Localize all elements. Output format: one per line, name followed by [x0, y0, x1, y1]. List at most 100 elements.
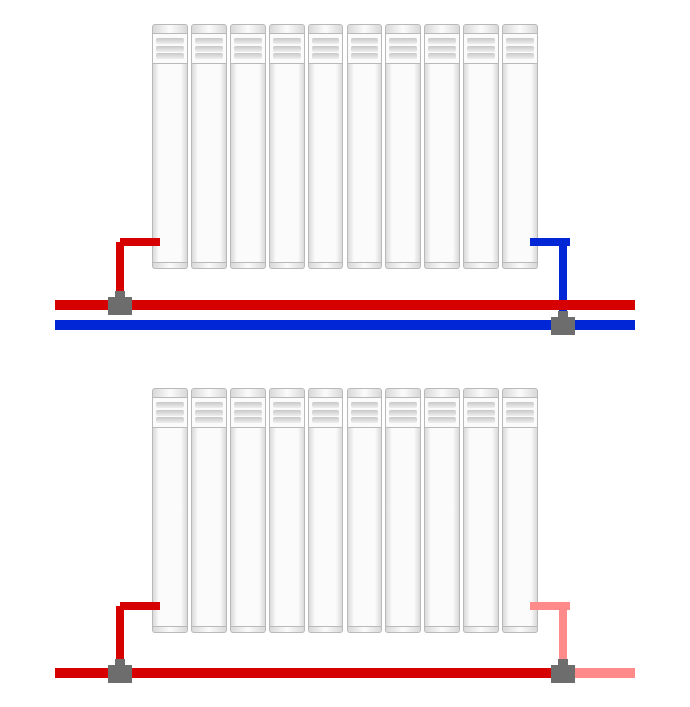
radiator-section-foot — [308, 263, 344, 269]
radiator-section-body — [152, 64, 188, 263]
grille-slot — [467, 410, 495, 416]
radiator-section-body — [230, 64, 266, 263]
radiator-section-grille — [385, 398, 421, 428]
radiator-section-grille — [191, 398, 227, 428]
grille-slot — [195, 410, 223, 416]
radiator-section-body — [502, 428, 538, 627]
radiator-section-body — [269, 64, 305, 263]
radiator-section-cap — [191, 24, 227, 34]
grille-slot — [389, 410, 417, 416]
radiator-section-foot — [463, 627, 499, 633]
radiator-section-body — [463, 64, 499, 263]
grille-slot — [234, 38, 262, 44]
radiator-section-foot — [191, 263, 227, 269]
supply-branch — [120, 238, 160, 246]
radiator-section-grille — [152, 398, 188, 428]
grille-slot — [351, 402, 379, 408]
radiator-section-foot — [152, 263, 188, 269]
radiator-section-body — [347, 428, 383, 627]
radiator-section-foot — [502, 627, 538, 633]
radiator-section-cap — [424, 24, 460, 34]
radiator-section-grille — [308, 34, 344, 64]
radiator-section-cap — [269, 24, 305, 34]
radiator-section-body — [424, 428, 460, 627]
grille-slot — [156, 38, 184, 44]
radiator-section-grille — [502, 34, 538, 64]
radiator-section-grille — [269, 34, 305, 64]
radiator-section-cap — [308, 388, 344, 398]
grille-slot — [506, 402, 534, 408]
radiator-section-body — [308, 64, 344, 263]
grille-slot — [195, 53, 223, 59]
grille-slot — [195, 38, 223, 44]
supply-main — [55, 300, 635, 310]
radiator-section-body — [152, 428, 188, 627]
grille-slot — [506, 38, 534, 44]
radiator-section-cap — [152, 388, 188, 398]
grille-slot — [273, 402, 301, 408]
grille-slot — [312, 410, 340, 416]
supply-tee-fitting — [108, 297, 132, 315]
radiator — [152, 24, 538, 269]
radiator-section-cap — [463, 388, 499, 398]
radiator-section-body — [502, 64, 538, 263]
grille-slot — [234, 402, 262, 408]
radiator-section-cap — [152, 24, 188, 34]
radiator-section-grille — [385, 34, 421, 64]
diagram-canvas — [0, 0, 690, 707]
grille-slot — [273, 53, 301, 59]
radiator-section-grille — [230, 34, 266, 64]
radiator-section-body — [385, 428, 421, 627]
outlet-tee-fitting — [551, 665, 575, 683]
radiator-section-cap — [385, 388, 421, 398]
grille-slot — [234, 46, 262, 52]
grille-slot — [234, 410, 262, 416]
radiator-section-grille — [502, 398, 538, 428]
grille-slot — [156, 46, 184, 52]
radiator-section-cap — [230, 388, 266, 398]
grille-slot — [467, 46, 495, 52]
grille-slot — [428, 410, 456, 416]
radiator-section-grille — [463, 398, 499, 428]
return-tee-fitting-stub — [558, 311, 568, 317]
radiator-section-grille — [424, 34, 460, 64]
radiator-section-cap — [230, 24, 266, 34]
radiator-section-body — [424, 64, 460, 263]
radiator-section-foot — [347, 263, 383, 269]
grille-slot — [467, 417, 495, 423]
grille-slot — [428, 38, 456, 44]
grille-slot — [351, 410, 379, 416]
radiator-section-cap — [191, 388, 227, 398]
grille-slot — [351, 53, 379, 59]
grille-slot — [312, 38, 340, 44]
radiator-section-foot — [347, 627, 383, 633]
grille-slot — [506, 53, 534, 59]
grille-slot — [389, 46, 417, 52]
inlet-tee-fitting-stub — [115, 659, 125, 665]
radiator-section-body — [463, 428, 499, 627]
grille-slot — [312, 46, 340, 52]
grille-slot — [428, 402, 456, 408]
radiator-section-body — [385, 64, 421, 263]
grille-slot — [234, 417, 262, 423]
grille-slot — [234, 53, 262, 59]
grille-slot — [312, 402, 340, 408]
grille-slot — [389, 53, 417, 59]
radiator-section-foot — [385, 263, 421, 269]
grille-slot — [351, 46, 379, 52]
grille-slot — [389, 402, 417, 408]
radiator-section-foot — [424, 263, 460, 269]
grille-slot — [273, 417, 301, 423]
radiator-section-body — [347, 64, 383, 263]
radiator-section-grille — [347, 34, 383, 64]
grille-slot — [467, 38, 495, 44]
radiator-section-foot — [502, 263, 538, 269]
radiator-section-grille — [191, 34, 227, 64]
radiator-section-cap — [502, 388, 538, 398]
radiator-section-foot — [385, 627, 421, 633]
grille-slot — [506, 417, 534, 423]
radiator-section-foot — [191, 627, 227, 633]
radiator-section-grille — [308, 398, 344, 428]
grille-slot — [273, 410, 301, 416]
radiator-section-foot — [308, 627, 344, 633]
